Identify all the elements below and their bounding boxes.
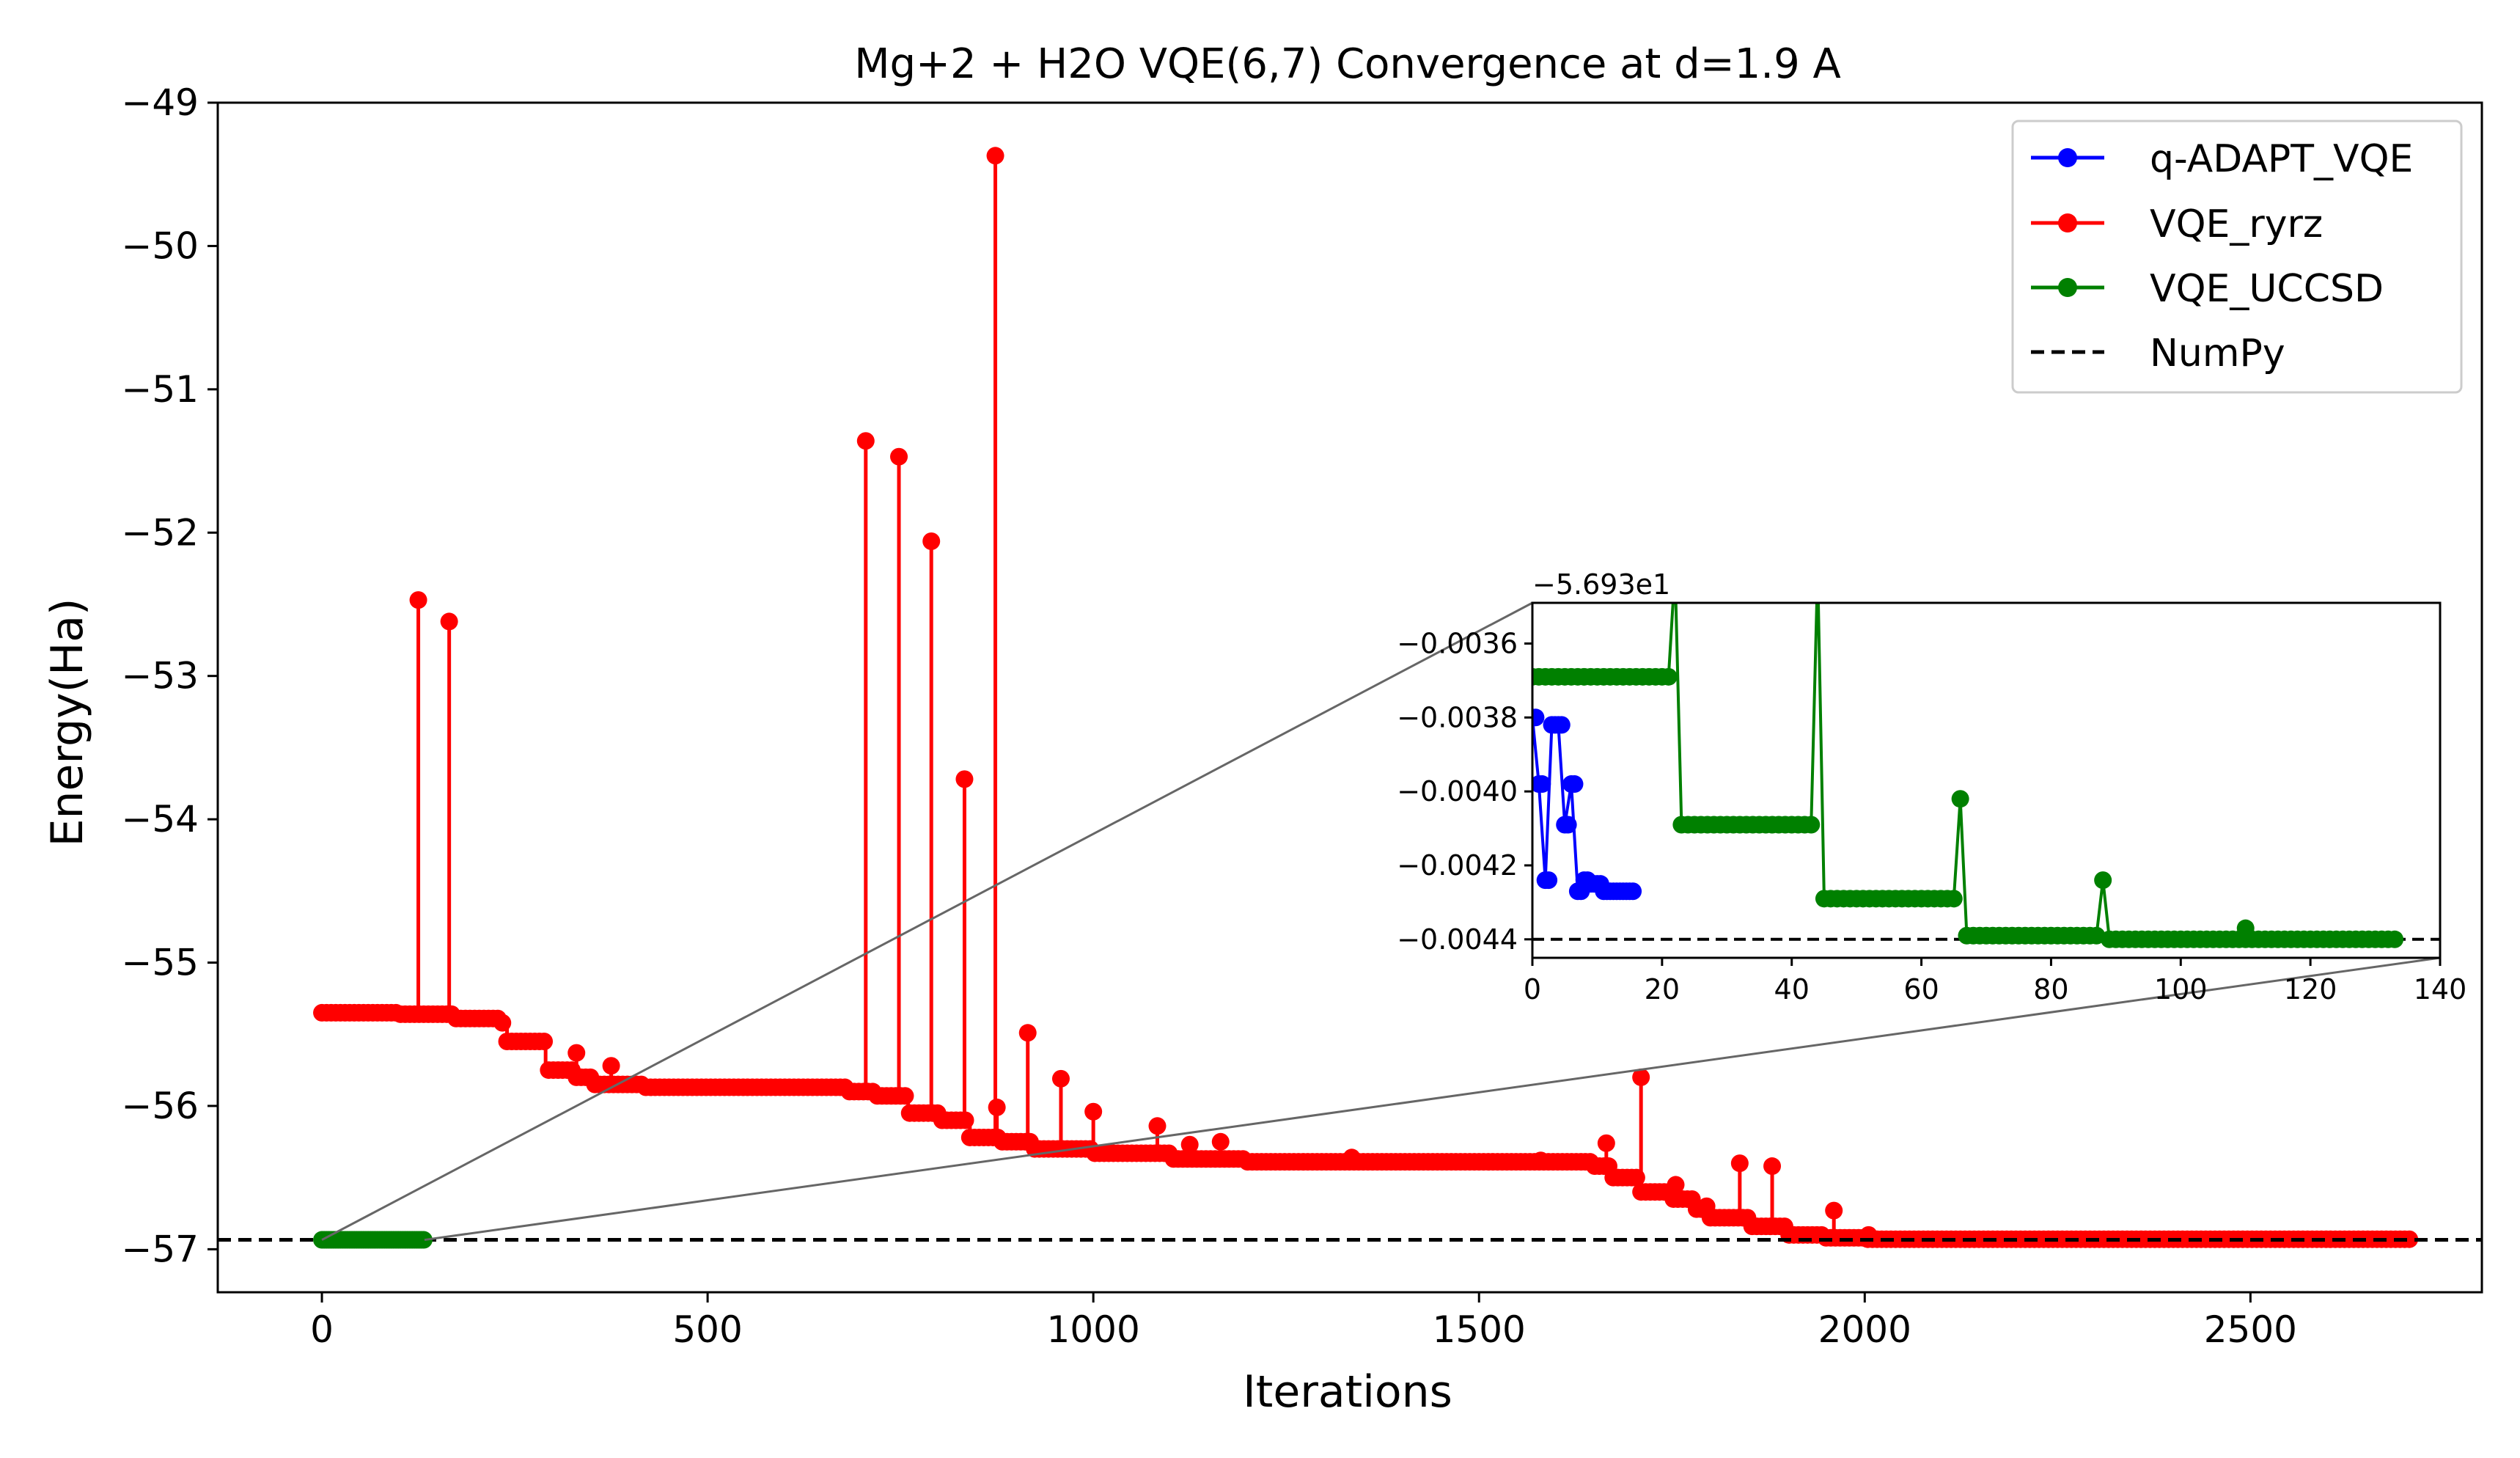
ryrz-spike-point: [1342, 1149, 1361, 1167]
inset-uccsd-point: [2386, 930, 2404, 948]
ryrz-spike-point: [1051, 1069, 1070, 1088]
inset-series-group: [1532, 561, 2440, 948]
ryrz-spike-point: [409, 591, 427, 609]
ryrz-spike-point: [1211, 1132, 1230, 1151]
x-axis-label: Iterations: [1243, 1366, 1452, 1418]
ryrz-spike-point: [1697, 1197, 1716, 1215]
ryrz-spike-point: [1084, 1102, 1103, 1121]
ryrz-spike-point: [988, 1098, 1006, 1116]
y-tick-label: −56: [121, 1085, 199, 1127]
x-tick-label: 2500: [2204, 1308, 2297, 1351]
ryrz-point: [535, 1033, 554, 1051]
y-tick-label: −52: [121, 511, 199, 554]
ryrz-spike-point: [1763, 1157, 1782, 1176]
ryrz-spike-point: [986, 147, 1004, 165]
y-axis-label: Energy(Ha): [42, 598, 93, 847]
x-tick-label: 500: [672, 1308, 742, 1351]
y-tick-label: −51: [121, 368, 199, 411]
inset-y-tick-label: −0.0036: [1397, 627, 1518, 659]
y-tick-label: −49: [121, 81, 199, 124]
ryrz-spike-point: [1597, 1134, 1615, 1152]
x-tick-label: 1500: [1433, 1308, 1526, 1351]
inset-adapt-point: [1559, 816, 1577, 834]
series-vqe-uccsd: [313, 1231, 433, 1249]
inset-adapt-point: [1565, 775, 1584, 794]
inset-x-tick-label: 120: [2284, 973, 2337, 1005]
y-tick-label: −55: [121, 942, 199, 984]
legend-marker-ryrz: [2058, 213, 2077, 232]
inset-y-tick-label: −0.0044: [1397, 923, 1518, 956]
ryrz-spike-point: [890, 447, 908, 466]
ryrz-spike-point: [1825, 1201, 1843, 1220]
ryrz-spike-point: [1148, 1117, 1167, 1135]
inset-x-tick-label: 60: [1903, 973, 1939, 1005]
inset-plot-area: 0 20 40 60 80 100 120 140 −0.0036 −0.0038 −0.0040 −…: [1397, 561, 2467, 1005]
inset-x-tick-label: 80: [2033, 973, 2068, 1005]
inset-y-tick-label: −0.0038: [1397, 701, 1518, 733]
inset-adapt-point: [1624, 882, 1642, 901]
x-tick-label: 0: [310, 1308, 334, 1351]
ryrz-spike-point: [922, 532, 941, 550]
y-tick-label: −54: [121, 798, 199, 840]
ryrz-point: [2400, 1230, 2419, 1248]
ryrz-spike-point: [1730, 1154, 1749, 1173]
uccsd-point: [414, 1231, 433, 1249]
legend-label-numpy: NumPy: [2150, 331, 2285, 376]
inset-x-tick-label: 0: [1524, 973, 1541, 1005]
zoom-line: [321, 601, 1533, 1241]
ryrz-spike-point: [1532, 1151, 1550, 1170]
inset-offset-label: −5.693e1: [1532, 568, 1670, 601]
ryrz-point: [493, 1014, 512, 1032]
inset-adapt-point: [1532, 708, 1545, 727]
chart-title: Mg+2 + H2O VQE(6,7) Convergence at d=1.9…: [854, 40, 1841, 88]
y-tick-label: −53: [121, 655, 199, 697]
inset-adapt-point: [1552, 716, 1571, 734]
ryrz-spike-point: [1018, 1024, 1037, 1042]
ryrz-spike-point: [1180, 1135, 1199, 1154]
inset-x-tick-label: 140: [2414, 973, 2467, 1005]
y-tick-label: −50: [121, 224, 199, 267]
main-plot-area: 0 500 1000 1500 2000 2500−57−56−55−54−53−52−5…: [121, 81, 2483, 1351]
legend: q-ADAPT_VQE VQE_ryrz VQE_UCCSD NumPy: [2011, 120, 2463, 394]
inset-y-tick-label: −0.0040: [1397, 775, 1518, 807]
inset-x-tick-label: 20: [1645, 973, 1680, 1005]
inset-uccsd-point: [2094, 871, 2112, 890]
inset-uccsd-point: [1951, 790, 1969, 808]
legend-marker-uccsd: [2058, 278, 2077, 297]
ryrz-spike-point: [602, 1057, 620, 1075]
inset-uccsd-point: [2236, 919, 2255, 937]
zoom-connector-lines: [321, 601, 2441, 1242]
x-tick-label: 1000: [1047, 1308, 1140, 1351]
ryrz-spike-point: [1667, 1176, 1685, 1194]
legend-label-ryrz: VQE_ryrz: [2150, 202, 2323, 246]
ryrz-spike-point: [1632, 1068, 1650, 1086]
ryrz-spike-point: [567, 1044, 586, 1062]
legend-box: [2011, 120, 2463, 394]
plot-frame: [216, 101, 2483, 1294]
ryrz-spike-point: [955, 770, 974, 788]
ryrz-spike-point: [856, 432, 875, 450]
inset-adapt-point: [1540, 871, 1558, 890]
inset-uccsd-point: [1659, 667, 1678, 686]
series-vqe-ryrz: [313, 147, 2419, 1248]
ryrz-spike-point: [440, 612, 458, 631]
y-tick-label: −57: [121, 1228, 199, 1270]
legend-label-uccsd: VQE_UCCSD: [2150, 267, 2384, 311]
inset-uccsd-point: [1802, 816, 1821, 834]
ryrz-line: [322, 1011, 2413, 1242]
zoom-line: [424, 956, 2441, 1242]
legend-marker-q-adapt: [2058, 148, 2077, 167]
x-tick-label: 2000: [1818, 1308, 1911, 1351]
inset-uccsd-point: [1944, 890, 1963, 908]
inset-x-tick-label: 100: [2154, 973, 2208, 1005]
inset-uccsd-point: [1809, 561, 1826, 579]
inset-frame: [1531, 601, 2442, 959]
inset-background: [1532, 603, 2440, 958]
inset-y-tick-label: −0.0042: [1397, 849, 1518, 882]
legend-label-q-adapt: q-ADAPT_VQE: [2150, 137, 2413, 181]
inset-x-tick-label: 40: [1774, 973, 1810, 1005]
inset-adapt-point: [1533, 775, 1551, 794]
